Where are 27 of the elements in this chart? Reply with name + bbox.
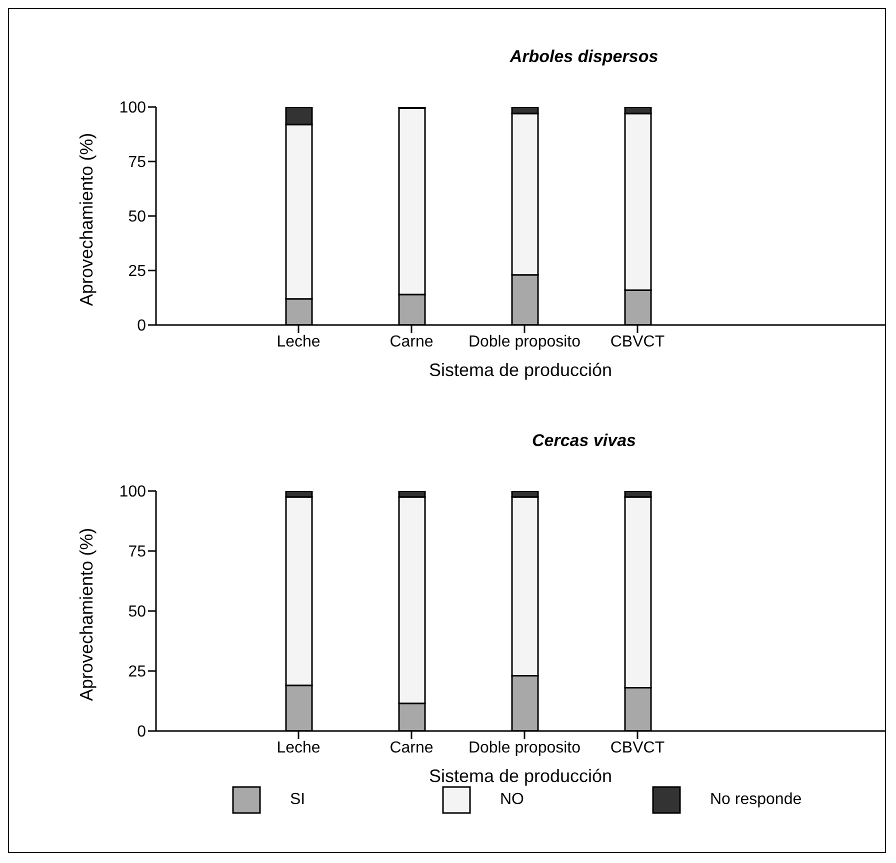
y-tick-label: 25 xyxy=(128,664,146,681)
x-tick-label: Carne xyxy=(390,739,434,756)
y-axis-title: Aprovechamiento (%) xyxy=(76,132,96,306)
y-tick-label: 25 xyxy=(128,263,146,280)
chart-title: Arboles dispersos xyxy=(508,47,660,68)
x-tick-label: Doble proposito xyxy=(468,739,581,756)
x-tick-label: CBVCT xyxy=(610,333,665,350)
y-tick-label: 0 xyxy=(137,724,146,741)
x-tick-label: Carne xyxy=(390,333,434,350)
y-tick-label: 100 xyxy=(119,484,146,501)
legend-label: No responde xyxy=(710,791,802,809)
x-tick-label: Leche xyxy=(276,333,320,350)
legend-label: NO xyxy=(500,791,524,809)
x-tick-label: Doble proposito xyxy=(468,333,581,350)
x-axis-title: Sistema de producción xyxy=(428,360,612,380)
y-tick-label: 50 xyxy=(128,208,146,226)
y-tick-label: 50 xyxy=(128,604,146,621)
y-tick-label: 75 xyxy=(128,154,146,172)
x-axis-title: Sistema de producción xyxy=(428,766,612,786)
legend-label: SI xyxy=(290,791,306,809)
chart-title: Cercas vivas xyxy=(531,431,637,452)
y-tick-label: 0 xyxy=(137,318,146,335)
x-tick-label: CBVCT xyxy=(610,739,665,756)
y-tick-label: 75 xyxy=(128,544,146,561)
y-axis-title: Aprovechamiento (%) xyxy=(76,528,96,701)
x-tick-label: Leche xyxy=(276,739,320,756)
y-tick-label: 100 xyxy=(119,100,146,117)
